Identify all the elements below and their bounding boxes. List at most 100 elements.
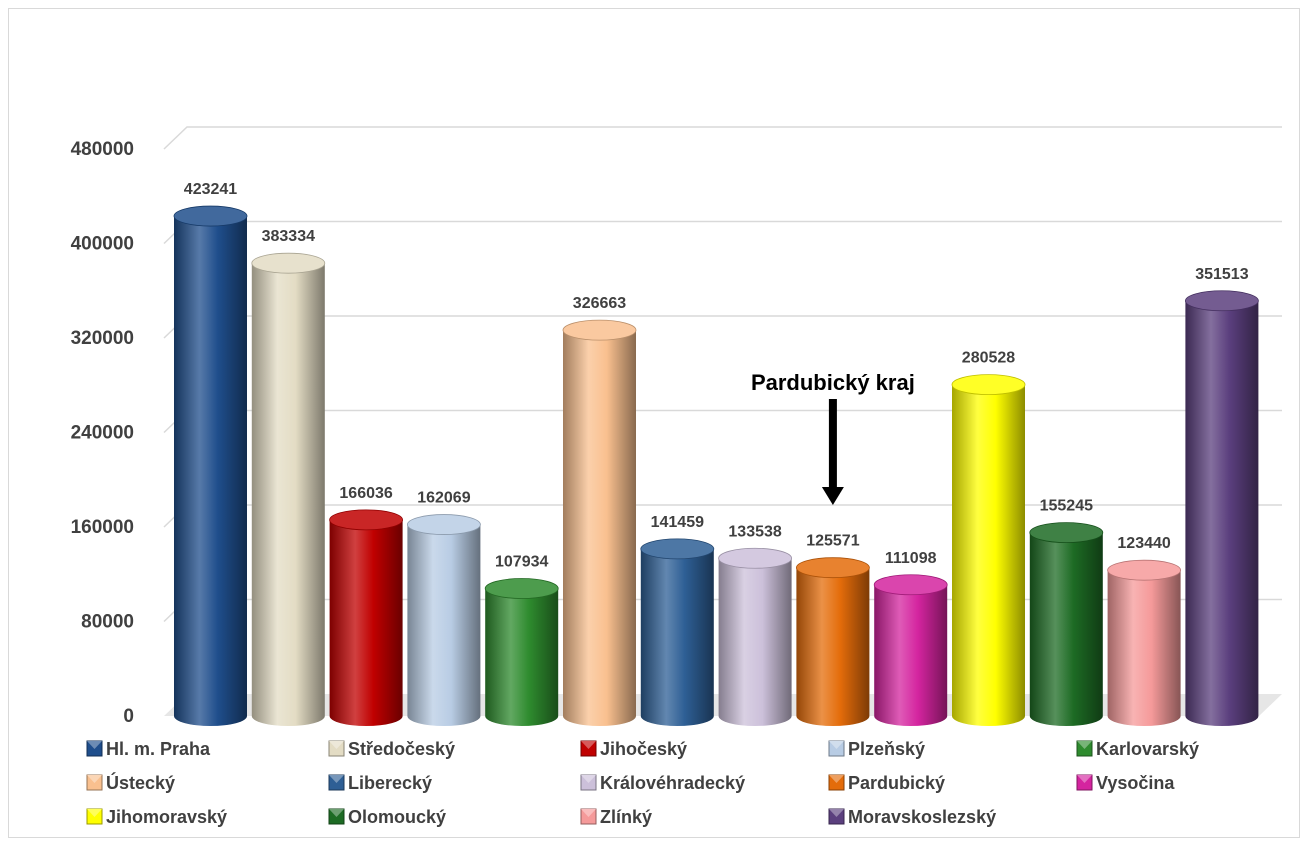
data-label-karlovarsky: 107934 [495, 554, 548, 571]
legend-label: Pardubický [848, 773, 945, 793]
bar-zlinky [1107, 559, 1181, 727]
bar-karlovarsky [484, 578, 559, 727]
bar-top [640, 538, 715, 560]
legend-label: Vysočina [1096, 773, 1175, 793]
bar-hl-m-praha [173, 205, 248, 727]
y-tick-label: 320000 [71, 328, 134, 349]
legend-swatch-highlight [87, 809, 102, 817]
gridline [163, 409, 1282, 434]
legend-item-pardubicky: Pardubický [828, 773, 945, 793]
legend-swatch-highlight [87, 775, 102, 783]
bar-body [796, 567, 870, 727]
data-label-jihomoravsky: 280528 [962, 350, 1015, 367]
bar-top [406, 514, 481, 535]
legend-swatch-highlight [581, 809, 596, 817]
bar-body [174, 216, 247, 727]
bar-top [1185, 290, 1259, 312]
gridline [163, 126, 1282, 150]
bar-body [874, 584, 948, 727]
data-label-liberecky: 141459 [651, 514, 704, 531]
legend-item-kralovehradecky: Královéhradecký [580, 773, 745, 793]
legend-label: Zlínký [600, 807, 652, 827]
y-tick-label: 160000 [71, 517, 134, 538]
legend-label: Moravskoslezský [848, 807, 996, 827]
bar-top [251, 252, 326, 274]
bar-plzensky [406, 514, 481, 727]
legend-item-karlovarsky: Karlovarský [1076, 739, 1199, 759]
bar-liberecky [640, 538, 715, 727]
bar-top [329, 509, 404, 531]
bar-jihocesky [329, 509, 404, 727]
bars [173, 205, 1259, 727]
legend-label: Ústecký [106, 772, 175, 793]
data-label-plzensky: 162069 [417, 490, 470, 507]
bar-top [173, 205, 248, 227]
data-label-zlinky: 123440 [1117, 535, 1170, 552]
data-label-hl-m-praha: 423241 [184, 181, 237, 198]
gridline [163, 315, 1282, 339]
bar-body [1107, 570, 1181, 727]
annotation-text: Pardubický kraj [751, 370, 915, 395]
bar-top [796, 557, 870, 579]
y-tick-label: 480000 [71, 139, 134, 160]
bar-top [951, 374, 1026, 396]
bar-body [952, 384, 1025, 727]
bar-body [485, 588, 559, 727]
y-tick-label: 240000 [71, 423, 134, 444]
legend-swatch-highlight [1077, 741, 1092, 749]
bar-kralovehradecky [718, 547, 792, 727]
legend-label: Středočeský [348, 739, 455, 759]
bar-top [1107, 559, 1181, 581]
legend-label: Jihomoravský [106, 807, 227, 827]
annotation-arrow-shaft [828, 399, 837, 489]
annotation: Pardubický kraj [751, 370, 915, 505]
data-label-stredocesky: 383334 [262, 228, 315, 245]
annotation-arrow-head [821, 487, 844, 505]
legend-label: Hl. m. Praha [106, 739, 211, 759]
legend-item-vysocina: Vysočina [1076, 773, 1175, 793]
bar-body [1185, 300, 1259, 727]
legend-item-jihomoravsky: Jihomoravský [86, 807, 227, 827]
chart-svg: 0 80000 160000 240000 320000 400000 480000 423… [71, 126, 1282, 827]
legend-swatch-highlight [829, 809, 844, 817]
legend-item-plzensky: Plzeňský [828, 739, 925, 759]
data-label-pardubicky: 125571 [806, 533, 859, 550]
bar-pardubicky [796, 557, 870, 727]
data-label-jihocesky: 166036 [339, 485, 392, 502]
bar-moravskoslezsky [1185, 290, 1259, 727]
data-label-vysocina: 111098 [885, 550, 937, 567]
legend-swatch-highlight [829, 775, 844, 783]
legend-item-olomoucky: Olomoucký [328, 807, 446, 827]
data-labels: 423241 383334 166036 162069 107934 326663 1414… [184, 181, 1249, 570]
gridline [163, 220, 1282, 245]
bar-ustecky [562, 319, 637, 726]
bar-body [640, 548, 714, 727]
legend-label: Liberecký [348, 773, 432, 793]
bar-jihomoravsky [951, 374, 1026, 727]
legend-item-ustecky: Ústecký [86, 772, 175, 793]
bar-top [1029, 522, 1104, 544]
data-label-kralovehradecky: 133538 [728, 523, 781, 540]
bar-vysocina [873, 574, 948, 727]
data-label-olomoucky: 155245 [1040, 498, 1093, 515]
legend-swatch-highlight [581, 775, 596, 783]
legend-swatch-highlight [329, 775, 344, 783]
y-tick-label: 0 [123, 706, 134, 727]
legend-swatch-highlight [329, 741, 344, 749]
bar-body [563, 330, 636, 726]
legend-label: Olomoucký [348, 807, 446, 827]
bar-body [251, 263, 325, 727]
legend-label: Jihočeský [600, 739, 687, 759]
legend-item-stredocesky: Středočeský [328, 739, 455, 759]
bar-body [407, 524, 481, 727]
legend-label: Karlovarský [1096, 739, 1199, 759]
legend-item-moravskoslezsky: Moravskoslezský [828, 807, 996, 827]
bar-body [718, 558, 792, 727]
legend-label: Královéhradecký [600, 773, 745, 793]
legend-swatch-highlight [329, 809, 344, 817]
legend: Hl. m. Praha Středočeský Jihočeský Plzeňský… [86, 739, 1199, 827]
legend-item-zlinky: Zlínký [580, 807, 652, 827]
y-tick-label: 80000 [81, 612, 134, 633]
bar-top [873, 574, 948, 596]
bar-stredocesky [251, 252, 326, 727]
